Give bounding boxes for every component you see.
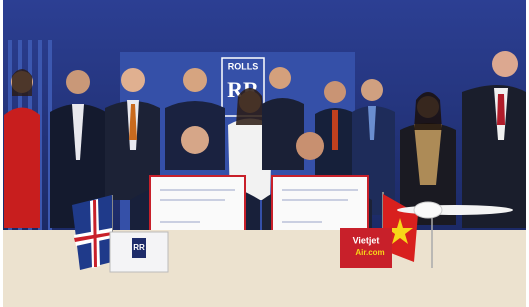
nameplate-text: Air.com (355, 248, 384, 257)
person-head (66, 70, 90, 94)
person-head (361, 79, 383, 101)
hair (414, 92, 442, 130)
page: ROLLS RR (0, 0, 529, 307)
person-head (324, 81, 346, 103)
person-head (181, 126, 209, 154)
signed-document (150, 176, 245, 238)
tie (497, 94, 505, 125)
person-head (183, 68, 207, 92)
person-head (296, 132, 324, 160)
person-body (4, 108, 40, 229)
hair (236, 88, 264, 125)
person-head (269, 67, 291, 89)
tie (332, 110, 338, 150)
person-head (492, 51, 518, 77)
model-engine (414, 202, 442, 218)
logo-word: ROLLS (228, 61, 259, 71)
person-body (262, 98, 304, 170)
nameplate-mark: RR (133, 243, 145, 252)
photo: ROLLS RR (0, 0, 529, 307)
person-head (121, 68, 145, 92)
hair (12, 69, 32, 96)
nameplate-text: Vietjet (353, 235, 380, 245)
